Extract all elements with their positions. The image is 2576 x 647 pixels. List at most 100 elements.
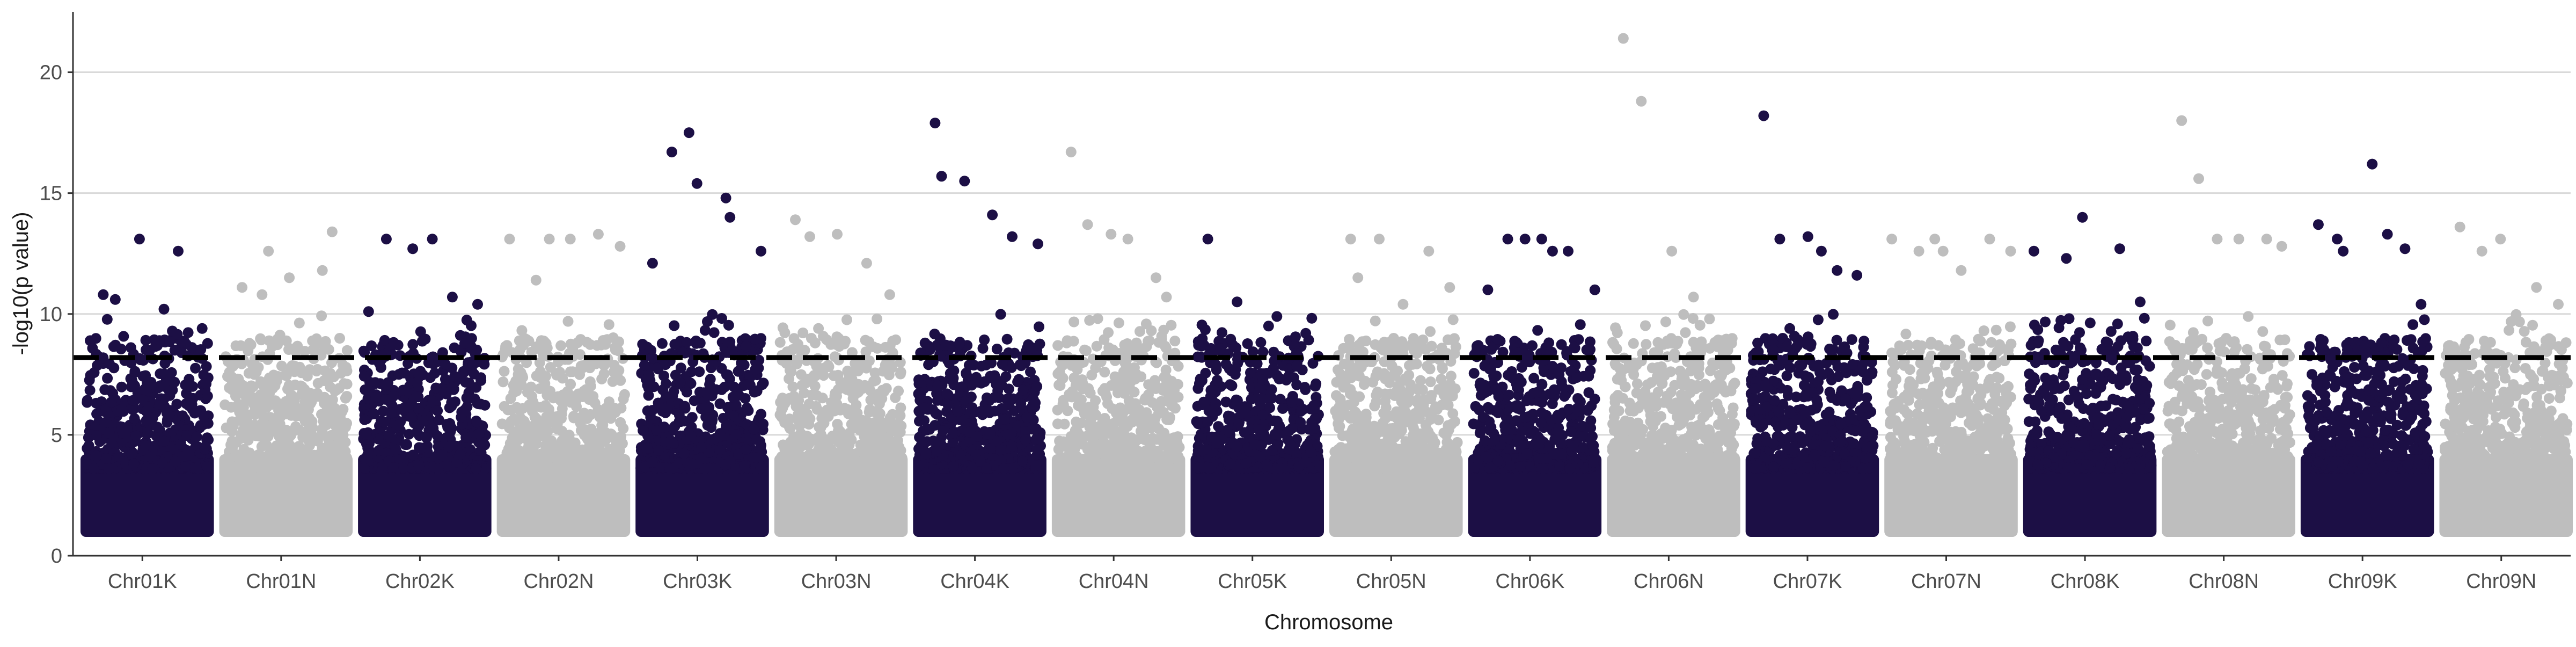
data-point — [102, 314, 113, 325]
data-point — [647, 353, 658, 364]
peak-point — [381, 234, 392, 244]
data-point — [679, 401, 690, 412]
data-point — [447, 382, 457, 393]
peak-point — [544, 234, 555, 244]
data-point — [1197, 399, 1208, 410]
data-point — [471, 417, 482, 427]
data-point — [385, 432, 396, 442]
data-point — [1193, 418, 1204, 429]
data-point — [342, 345, 353, 356]
data-point — [320, 446, 331, 456]
peak-point — [615, 241, 626, 252]
data-point — [802, 409, 813, 419]
data-point — [131, 431, 142, 441]
peak-point — [1082, 219, 1093, 230]
data-point — [881, 418, 892, 429]
data-point — [370, 392, 381, 403]
data-point — [1256, 394, 1267, 404]
data-point — [1007, 441, 1018, 452]
data-point — [890, 392, 901, 403]
data-point — [100, 453, 111, 464]
data-point — [708, 463, 719, 474]
data-point — [455, 449, 466, 460]
data-point — [227, 443, 238, 454]
peak-point — [832, 229, 843, 239]
data-point — [1212, 375, 1223, 386]
data-point — [536, 449, 546, 460]
peak-point — [257, 289, 267, 300]
data-point — [413, 391, 423, 402]
data-point — [784, 373, 794, 384]
data-point — [1308, 400, 1319, 411]
data-point — [637, 339, 648, 350]
data-point — [1161, 365, 1172, 375]
data-point — [751, 452, 762, 463]
data-point — [1425, 326, 1436, 337]
data-point — [1081, 345, 1092, 356]
data-point — [183, 327, 194, 338]
data-point — [653, 445, 664, 456]
data-points — [80, 33, 2573, 537]
data-point — [1197, 462, 1208, 472]
data-point — [1291, 361, 1302, 372]
data-point — [254, 452, 265, 462]
peak-point — [98, 289, 108, 300]
data-point — [1300, 457, 1311, 468]
peak-point — [930, 118, 940, 128]
data-point — [140, 370, 151, 381]
data-point — [914, 461, 925, 471]
peak-point — [684, 127, 694, 138]
chromosome-group-chr02k — [358, 234, 492, 537]
peak-point — [884, 289, 895, 300]
data-point — [242, 459, 253, 469]
data-point — [519, 416, 530, 426]
data-point — [1058, 399, 1069, 410]
data-point — [679, 416, 690, 426]
data-point — [724, 337, 735, 347]
data-point — [1114, 317, 1124, 328]
data-point — [324, 462, 335, 472]
data-point — [149, 335, 159, 345]
data-point — [1162, 456, 1173, 467]
peak-point — [447, 292, 458, 302]
data-point — [341, 391, 352, 402]
data-point — [459, 338, 470, 349]
data-point — [638, 425, 648, 436]
data-point — [599, 436, 610, 447]
data-point — [414, 461, 425, 471]
data-point — [106, 397, 116, 408]
data-point — [177, 410, 188, 421]
data-point — [543, 460, 553, 471]
data-point — [1211, 398, 1221, 409]
data-point — [538, 350, 548, 360]
data-point — [829, 406, 840, 417]
data-point — [128, 395, 138, 406]
data-point — [296, 367, 307, 378]
data-point — [267, 377, 278, 388]
data-point — [1217, 434, 1227, 445]
data-point — [1020, 434, 1031, 445]
data-point — [294, 318, 305, 329]
data-point — [778, 322, 788, 333]
data-point — [192, 432, 202, 442]
data-point — [705, 389, 715, 400]
peak-point — [565, 234, 576, 244]
peak-point — [1263, 321, 1274, 331]
data-point — [1173, 431, 1183, 442]
data-point — [562, 386, 573, 397]
data-point — [1135, 326, 1145, 337]
data-point — [1309, 423, 1320, 434]
data-point — [472, 398, 482, 409]
data-point — [99, 384, 110, 395]
data-point — [239, 420, 250, 431]
data-point — [844, 450, 855, 461]
data-point — [89, 463, 99, 474]
data-point — [449, 343, 460, 353]
peak-point — [1106, 229, 1116, 239]
data-point — [1272, 416, 1283, 426]
data-point — [664, 463, 675, 474]
data-point — [281, 456, 292, 467]
data-point — [921, 448, 932, 459]
data-point — [552, 424, 562, 434]
data-point — [1106, 426, 1116, 437]
